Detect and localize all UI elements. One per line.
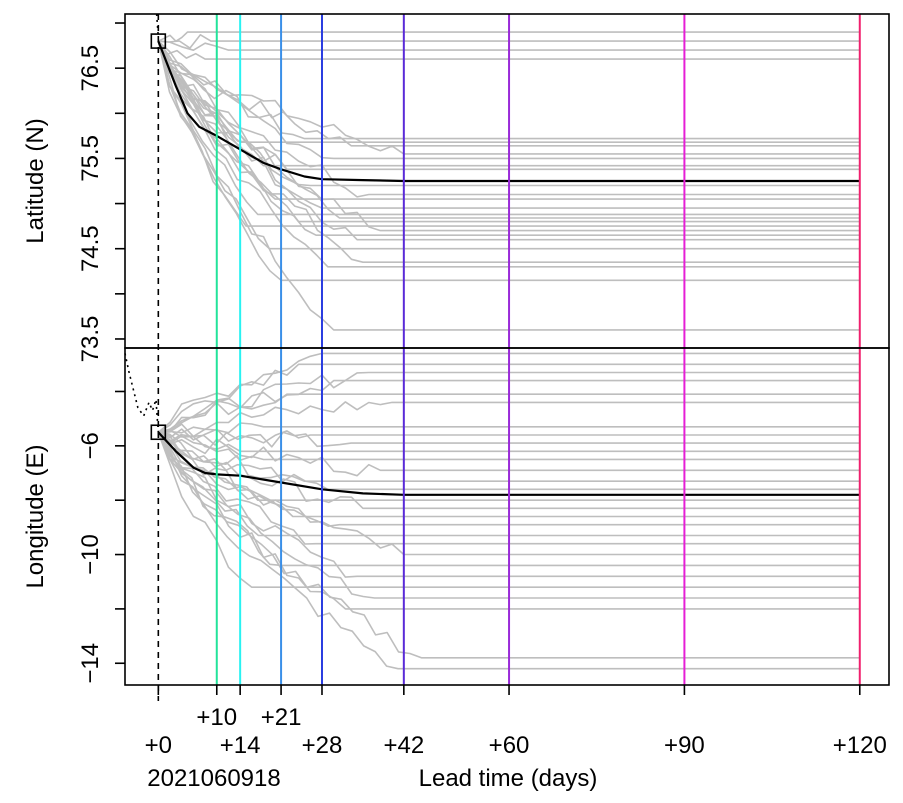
latitude-ensemble-member bbox=[157, 40, 860, 216]
latitude-history-track bbox=[155, 13, 160, 37]
x-axis-label: Lead time (days) bbox=[419, 765, 598, 792]
longitude-y-tick-label: −6 bbox=[77, 432, 104, 459]
longitude-ensemble-member bbox=[157, 431, 860, 477]
longitude-ensemble-member bbox=[157, 431, 860, 578]
longitude-history-track bbox=[124, 353, 160, 433]
panel-frames bbox=[124, 13, 890, 686]
latitude-ensemble-member bbox=[157, 40, 860, 331]
longitude-ensemble-member bbox=[158, 371, 860, 434]
longitude-ensemble-member bbox=[157, 431, 860, 491]
x-tick-label: +10 bbox=[196, 704, 237, 731]
lead-time-lines bbox=[157, 14, 861, 701]
latitude-ensemble-member bbox=[157, 40, 860, 264]
init-time-label: 2021060918 bbox=[147, 765, 280, 792]
x-tick-label: +14 bbox=[220, 732, 261, 759]
latitude-ensemble-member bbox=[157, 40, 860, 219]
latitude-y-tick-label: 74.5 bbox=[77, 225, 104, 272]
latitude-ensemble-member bbox=[157, 40, 860, 160]
longitude-panel: −14 −10 −6 bbox=[77, 352, 860, 684]
longitude-ensemble-member bbox=[157, 431, 860, 518]
latitude-axis-label: Latitude (N) bbox=[22, 118, 49, 243]
longitude-ensemble-member bbox=[157, 432, 860, 589]
latitude-ensemble-member bbox=[157, 40, 860, 282]
latitude-y-tick-label: 73.5 bbox=[77, 316, 104, 363]
longitude-ensemble-member bbox=[158, 429, 860, 453]
latitude-ensemble-member bbox=[157, 40, 860, 155]
latitude-ensemble-member bbox=[157, 40, 860, 198]
latitude-y-tick-label: 75.5 bbox=[77, 135, 104, 182]
longitude-ensemble-member bbox=[157, 431, 860, 670]
latitude-ensemble-member bbox=[157, 40, 860, 241]
x-tick-label: +0 bbox=[145, 732, 172, 759]
longitude-axis-label: Longitude (E) bbox=[22, 444, 49, 588]
x-tick-label: +90 bbox=[664, 732, 705, 759]
latitude-ensemble-member bbox=[158, 40, 860, 52]
longitude-ensemble-member bbox=[158, 431, 860, 483]
x-tick-label: +21 bbox=[261, 704, 302, 731]
latitude-ensemble-member bbox=[157, 40, 860, 232]
longitude-y-tick-label: −10 bbox=[77, 534, 104, 575]
x-tick-label: +42 bbox=[383, 732, 424, 759]
latitude-y-tick-label: 76.5 bbox=[77, 45, 104, 92]
x-tick-label: +60 bbox=[489, 732, 530, 759]
latitude-panel: 73.5 74.5 75.5 76.5 bbox=[77, 13, 860, 363]
x-tick-label: +120 bbox=[833, 732, 887, 759]
longitude-ensemble-member bbox=[157, 431, 860, 567]
longitude-ensemble-member bbox=[158, 431, 860, 510]
longitude-ensemble-member bbox=[157, 363, 860, 433]
longitude-ensemble-member bbox=[158, 393, 860, 434]
longitude-y-tick-label: −14 bbox=[77, 643, 104, 684]
longitude-ensemble-member bbox=[157, 431, 860, 599]
longitude-frame bbox=[124, 347, 890, 686]
longitude-ensemble-member bbox=[157, 431, 860, 556]
longitude-ensemble-member bbox=[157, 431, 860, 462]
x-tick-label: +28 bbox=[302, 732, 343, 759]
latitude-ensemble-member bbox=[157, 40, 860, 268]
longitude-ensemble-member bbox=[157, 431, 860, 545]
x-axis: +0 +10+14+21+28 +42 +60 +90 +120 bbox=[145, 685, 887, 759]
